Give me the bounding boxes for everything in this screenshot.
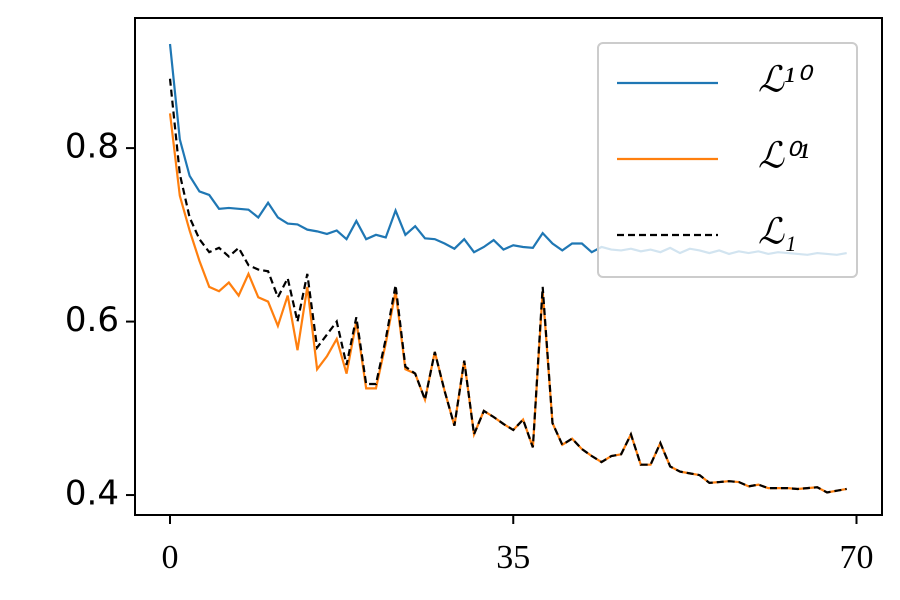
x-tick-label: 35 <box>496 539 530 576</box>
series-line <box>168 78 847 494</box>
legend-label: ℒ⁰¹ <box>758 135 809 175</box>
y-tick-label: 0.8 <box>65 127 119 167</box>
x-tick-label: 0 <box>162 539 179 576</box>
legend-box <box>597 42 858 278</box>
y-tick-label: 0.6 <box>65 300 119 340</box>
y-tick-label: 0.4 <box>65 474 119 514</box>
legend: ℒ¹⁰ ℒ⁰¹ ℒ₁ <box>597 42 858 278</box>
legend-label: ℒ₁ <box>758 211 796 251</box>
legend-label: ℒ¹⁰ <box>758 59 814 99</box>
x-tick-label: 70 <box>840 539 874 576</box>
plot-frame <box>134 17 883 516</box>
